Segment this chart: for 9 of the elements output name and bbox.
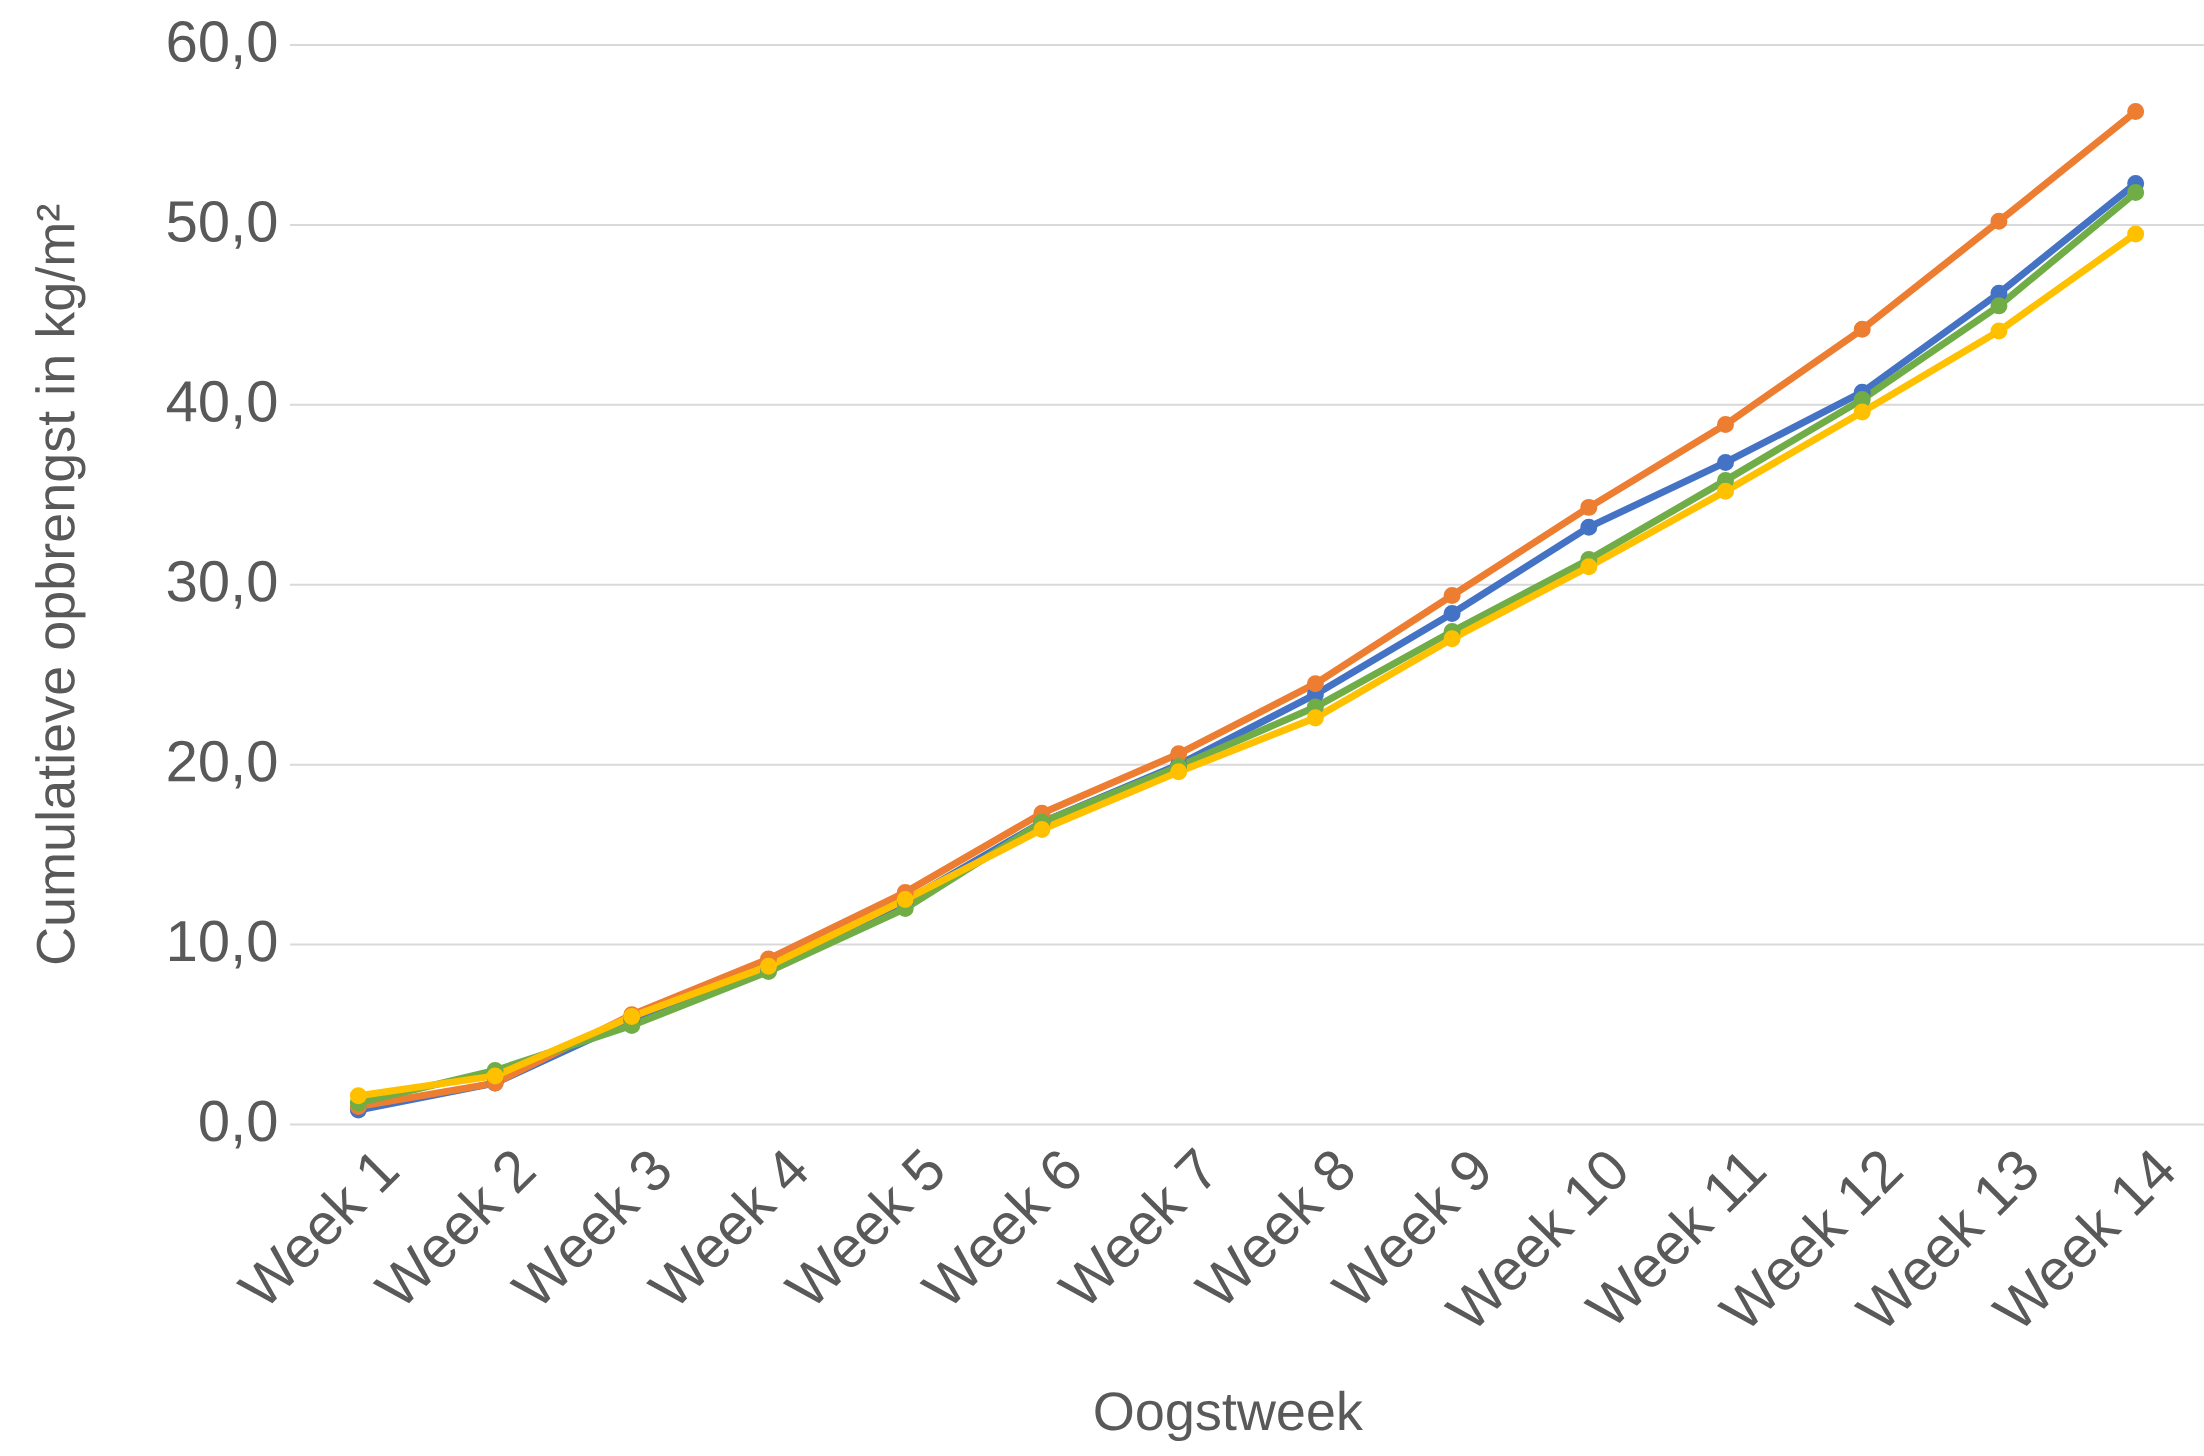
x-axis-title: Oogstweek	[1095, 1390, 1363, 1442]
y-tick-label: 0,0	[200, 1100, 277, 1149]
y-tick-label: 20,0	[168, 740, 277, 789]
y-axis-title: Cumulatieve opbrengst in kg/m²	[35, 204, 86, 964]
y-tick-label: 40,0	[166, 380, 277, 429]
y-tick-label: 30,0	[167, 560, 277, 609]
y-tick-label: 50,0	[167, 200, 277, 249]
y-tick-label: 60,0	[168, 21, 277, 69]
y-tick-label: 10,0	[170, 920, 277, 969]
